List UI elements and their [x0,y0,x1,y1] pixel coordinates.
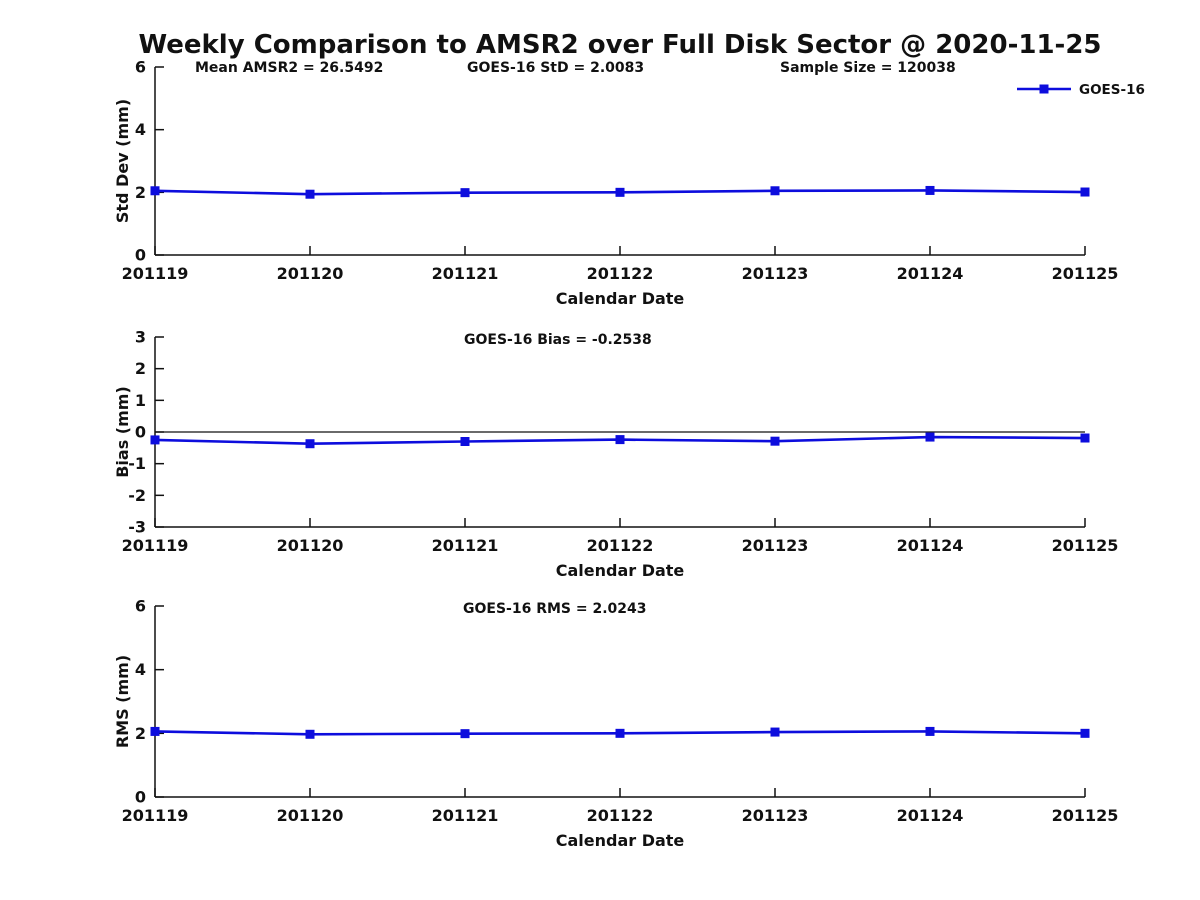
rms-panel-ylabel: RMS (mm) [113,655,132,748]
rms-panel-x-tick-label: 201121 [432,806,499,825]
bias-panel-x-tick-label: 201120 [277,536,344,555]
bias-panel-data-point-marker [1080,433,1090,443]
std-dev-panel-y-tick-label: 2 [135,183,146,202]
bias-panel-data-point-marker [615,435,625,445]
std-dev-panel-data-point-marker [150,186,160,196]
legend-label: GOES-16 [1079,82,1145,98]
bias-panel-data-point-marker [770,436,780,446]
rms-panel-x-tick-label: 201123 [742,806,809,825]
bias-panel-x-tick-label: 201123 [742,536,809,555]
std-dev-panel-x-tick-label: 201121 [432,264,499,283]
std-dev-panel-x-tick-label: 201122 [587,264,654,283]
rms-panel-x-tick-label: 201119 [122,806,189,825]
bias-panel-title: GOES-16 Bias = -0.2538 [464,332,652,348]
std-dev-panel-y-tick-label: 6 [135,58,146,77]
bias-panel-y-tick-label: 1 [135,391,146,410]
rms-panel-data-point-marker [460,729,470,739]
rms-panel-y-tick-label: 2 [135,724,146,743]
std-dev-panel-y-tick-label: 0 [135,246,146,265]
bias-panel-y-tick-label: -1 [128,454,146,473]
std-dev-panel-data-point-marker [305,189,315,199]
std-dev-panel-xlabel: Calendar Date [556,289,685,308]
std-dev-panel-x-tick-label: 201125 [1052,264,1119,283]
bias-panel-y-tick-label: 0 [135,423,146,442]
std-dev-panel-ylabel: Std Dev (mm) [113,99,132,223]
bias-panel-ylabel: Bias (mm) [113,386,132,478]
std-dev-panel-x-tick-label: 201119 [122,264,189,283]
figure-title: Weekly Comparison to AMSR2 over Full Dis… [138,30,1102,60]
std-dev-panel-annotation-2: Sample Size = 120038 [780,60,956,76]
std-dev-panel-data-point-marker [770,186,780,196]
rms-panel-data-point-marker [770,727,780,737]
bias-panel-y-tick-label: -2 [128,486,146,505]
rms-panel-y-tick-label: 0 [135,788,146,807]
std-dev-panel-data-point-marker [615,187,625,197]
rms-panel-data-point-marker [615,728,625,738]
std-dev-panel-annotation-1: GOES-16 StD = 2.0083 [467,60,644,76]
std-dev-panel-x-tick-label: 201123 [742,264,809,283]
bias-panel-y-tick-label: 2 [135,359,146,378]
rms-panel-title: GOES-16 RMS = 2.0243 [463,601,647,617]
rms-panel-x-tick-label: 201125 [1052,806,1119,825]
bias-panel-data-point-marker [305,439,315,449]
bias-panel-y-tick-label: 3 [135,328,146,347]
std-dev-panel-data-point-marker [460,188,470,198]
bias-panel-x-tick-label: 201119 [122,536,189,555]
std-dev-panel-data-point-marker [925,185,935,195]
bias-panel-data-point-marker [925,432,935,442]
std-dev-panel-annotation-0: Mean AMSR2 = 26.5492 [195,60,383,76]
std-dev-panel-x-tick-label: 201120 [277,264,344,283]
bias-panel-x-tick-label: 201125 [1052,536,1119,555]
rms-panel-x-tick-label: 201120 [277,806,344,825]
rms-panel-xlabel: Calendar Date [556,831,685,850]
rms-panel-x-tick-label: 201122 [587,806,654,825]
bias-panel-data-point-marker [150,435,160,445]
bias-panel-data-point-marker [460,437,470,446]
std-dev-panel-data-point-marker [1080,187,1090,197]
rms-panel-data-point-marker [305,729,315,739]
legend-marker-sample [1039,84,1049,94]
bias-panel-x-tick-label: 201122 [587,536,654,555]
bias-panel-x-tick-label: 201124 [897,536,964,555]
rms-panel-data-point-marker [925,726,935,736]
rms-panel-y-tick-label: 4 [135,660,146,679]
rms-panel-x-tick-label: 201124 [897,806,964,825]
rms-panel-data-point-marker [1080,728,1090,738]
bias-panel-x-tick-label: 201121 [432,536,499,555]
rms-panel-y-tick-label: 6 [135,597,146,616]
std-dev-panel-y-tick-label: 4 [135,120,146,139]
bias-panel-y-tick-label: -3 [128,518,146,537]
rms-panel-data-point-marker [150,726,160,736]
std-dev-panel-x-tick-label: 201124 [897,264,964,283]
bias-panel-xlabel: Calendar Date [556,561,685,580]
